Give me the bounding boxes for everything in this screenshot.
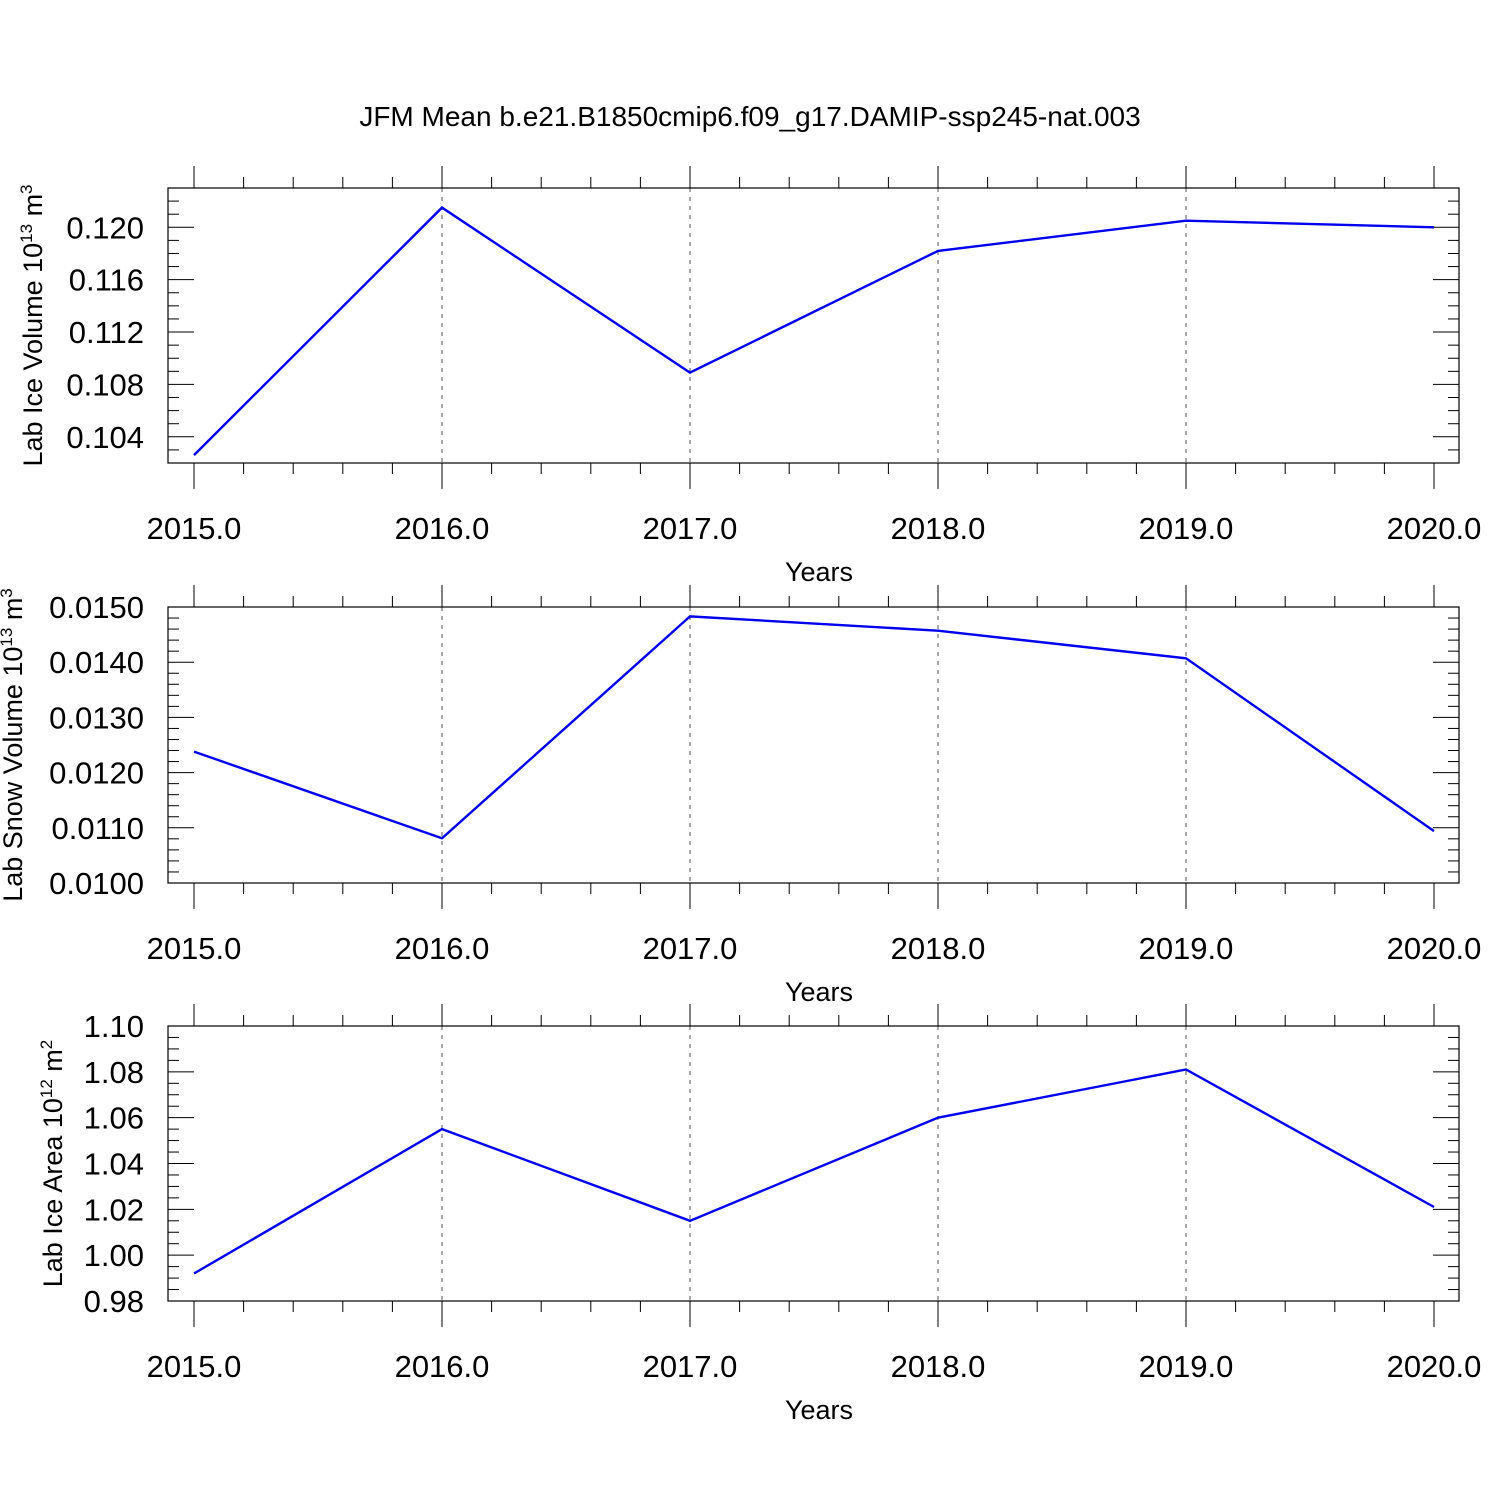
x-tick-label: 2015.0: [147, 1349, 242, 1384]
y-axis-label-part: Lab Ice Area 10: [38, 1098, 68, 1287]
y-axis-label-part: Lab Ice Volume 10: [18, 243, 48, 467]
x-tick-label: 2019.0: [1139, 511, 1234, 546]
x-tick-label: 2015.0: [147, 511, 242, 546]
y-axis-label: Lab Snow Volume 1013 m3: [0, 588, 28, 902]
y-tick-label: 0.0140: [49, 645, 144, 680]
x-tick-label: 2017.0: [643, 931, 738, 966]
x-tick-label: 2017.0: [643, 511, 738, 546]
y-tick-label: 1.06: [84, 1101, 144, 1136]
y-axis-label-superscript: 3: [0, 588, 16, 597]
y-tick-label: 1.04: [84, 1147, 144, 1182]
x-tick-label: 2019.0: [1139, 1349, 1234, 1384]
x-axis-label: Years: [785, 1395, 853, 1425]
x-tick-label: 2018.0: [891, 931, 986, 966]
x-tick-label: 2020.0: [1387, 1349, 1482, 1384]
y-tick-label: 0.0130: [49, 700, 144, 735]
y-axis-label-part: m: [18, 194, 48, 224]
x-tick-label: 2016.0: [395, 931, 490, 966]
x-tick-label: 2017.0: [643, 1349, 738, 1384]
x-tick-label: 2015.0: [147, 931, 242, 966]
y-tick-label: 0.120: [66, 210, 144, 245]
x-tick-label: 2016.0: [395, 511, 490, 546]
y-tick-label: 1.10: [84, 1009, 144, 1044]
y-tick-label: 1.00: [84, 1238, 144, 1273]
y-tick-label: 0.98: [84, 1284, 144, 1319]
x-tick-label: 2018.0: [891, 511, 986, 546]
plot-frame: [167, 187, 1460, 464]
x-tick-label: 2016.0: [395, 1349, 490, 1384]
y-tick-label: 0.108: [66, 367, 144, 402]
x-axis-label: Years: [785, 557, 853, 587]
y-axis-label: Lab Ice Area 1012 m2: [37, 1040, 68, 1288]
y-axis-label-superscript: 2: [37, 1040, 56, 1049]
panel-ice-area: 2015.0 2016.0 2017.0 2018.0 2019.0 2020.0 0.98…: [37, 1004, 1482, 1425]
y-axis-label-part: m: [0, 598, 28, 628]
y-tick-label: 0.112: [69, 315, 144, 350]
x-tick-label: 2019.0: [1139, 931, 1234, 966]
y-axis-label-part: m: [38, 1049, 68, 1079]
y-axis-label-superscript: 3: [17, 184, 36, 193]
x-axis-label: Years: [785, 977, 853, 1007]
y-axis-label-superscript: 13: [17, 224, 36, 243]
y-tick-label: 0.0120: [49, 756, 144, 791]
y-tick-label: 1.08: [84, 1055, 144, 1090]
y-tick-label: 0.0100: [49, 866, 144, 901]
x-tick-label: 2020.0: [1387, 511, 1482, 546]
plot-frame: [167, 606, 1460, 884]
panel-snow-volume: 2015.0 2016.0 2017.0 2018.0 2019.0 2020.0 0.01…: [0, 585, 1481, 1007]
series-line: [193, 615, 1435, 840]
y-tick-label: 0.0110: [51, 811, 144, 846]
plot-frame: [167, 1025, 1460, 1302]
chart-title: JFM Mean b.e21.B1850cmip6.f09_g17.DAMIP-…: [359, 101, 1140, 132]
x-tick-label: 2018.0: [891, 1349, 986, 1384]
y-axis-label-superscript: 12: [37, 1079, 56, 1098]
y-tick-label: 0.116: [69, 263, 144, 298]
y-axis-label-superscript: 13: [0, 628, 16, 647]
y-axis-label-part: Lab Snow Volume 10: [0, 647, 28, 902]
y-axis-label: Lab Ice Volume 1013 m3: [17, 184, 48, 466]
panel-ice-volume: 2015.0 2016.0 2017.0 2018.0 2019.0 2020.0 0.10…: [17, 166, 1482, 587]
y-tick-label: 1.02: [84, 1192, 144, 1227]
y-tick-label: 0.0150: [49, 590, 144, 625]
y-tick-label: 0.104: [66, 420, 144, 455]
x-tick-label: 2020.0: [1387, 931, 1482, 966]
series-line: [193, 1068, 1435, 1275]
series-line: [193, 206, 1435, 456]
